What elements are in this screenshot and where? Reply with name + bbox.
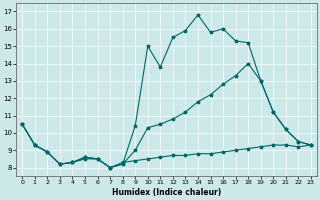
X-axis label: Humidex (Indice chaleur): Humidex (Indice chaleur) [112, 188, 221, 197]
